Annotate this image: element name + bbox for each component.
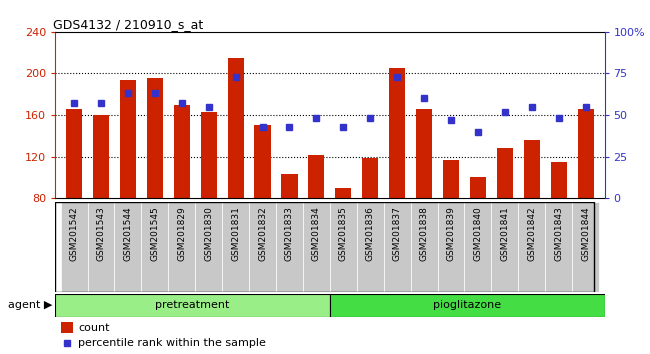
Bar xyxy=(389,68,405,198)
Text: GSM201543: GSM201543 xyxy=(96,206,105,261)
Bar xyxy=(518,202,545,292)
Bar xyxy=(470,177,486,198)
Bar xyxy=(142,202,168,292)
Bar xyxy=(147,78,163,198)
Text: GDS4132 / 210910_s_at: GDS4132 / 210910_s_at xyxy=(53,18,203,31)
Text: count: count xyxy=(78,322,110,332)
Bar xyxy=(168,202,195,292)
Bar xyxy=(335,188,352,198)
Bar xyxy=(60,322,73,333)
Text: GSM201842: GSM201842 xyxy=(527,206,536,261)
Text: agent ▶: agent ▶ xyxy=(8,300,52,310)
Bar xyxy=(357,202,384,292)
Text: GSM201835: GSM201835 xyxy=(339,206,348,261)
Bar xyxy=(281,174,298,198)
Bar xyxy=(201,112,217,198)
Text: GSM201844: GSM201844 xyxy=(581,206,590,261)
Bar xyxy=(411,202,437,292)
Bar xyxy=(384,202,411,292)
Bar xyxy=(524,140,540,198)
Text: GSM201837: GSM201837 xyxy=(393,206,402,261)
Text: GSM201838: GSM201838 xyxy=(420,206,428,261)
Bar xyxy=(93,115,109,198)
Text: GSM201831: GSM201831 xyxy=(231,206,240,261)
Bar xyxy=(443,160,459,198)
Text: GSM201841: GSM201841 xyxy=(500,206,510,261)
Text: GSM201839: GSM201839 xyxy=(447,206,456,261)
Bar xyxy=(330,202,357,292)
Text: GSM201832: GSM201832 xyxy=(258,206,267,261)
Bar xyxy=(60,202,88,292)
Text: GSM201840: GSM201840 xyxy=(473,206,482,261)
Bar xyxy=(66,109,82,198)
Bar xyxy=(55,294,330,317)
Text: percentile rank within the sample: percentile rank within the sample xyxy=(78,338,266,348)
Text: GSM201830: GSM201830 xyxy=(204,206,213,261)
Bar xyxy=(255,125,270,198)
Bar xyxy=(362,158,378,198)
Text: GSM201542: GSM201542 xyxy=(70,206,79,261)
Text: GSM201545: GSM201545 xyxy=(150,206,159,261)
Text: GSM201829: GSM201829 xyxy=(177,206,187,261)
Bar xyxy=(578,109,593,198)
Bar xyxy=(545,202,572,292)
Bar xyxy=(88,202,114,292)
Bar xyxy=(276,202,303,292)
Bar xyxy=(497,148,513,198)
Bar xyxy=(195,202,222,292)
Text: GSM201544: GSM201544 xyxy=(124,206,133,261)
Bar xyxy=(227,58,244,198)
Text: GSM201843: GSM201843 xyxy=(554,206,564,261)
Bar xyxy=(572,202,599,292)
Bar xyxy=(114,202,142,292)
Bar xyxy=(416,109,432,198)
Bar xyxy=(174,105,190,198)
Text: GSM201834: GSM201834 xyxy=(312,206,321,261)
Text: GSM201836: GSM201836 xyxy=(366,206,375,261)
Bar xyxy=(120,80,136,198)
Bar xyxy=(330,294,604,317)
Text: GSM201833: GSM201833 xyxy=(285,206,294,261)
Text: pioglitazone: pioglitazone xyxy=(433,300,501,310)
Bar xyxy=(249,202,276,292)
Bar xyxy=(437,202,465,292)
Bar xyxy=(308,155,324,198)
Bar xyxy=(491,202,518,292)
Bar xyxy=(551,162,567,198)
Text: pretreatment: pretreatment xyxy=(155,300,229,310)
Bar xyxy=(303,202,330,292)
Bar xyxy=(465,202,491,292)
Bar xyxy=(222,202,249,292)
